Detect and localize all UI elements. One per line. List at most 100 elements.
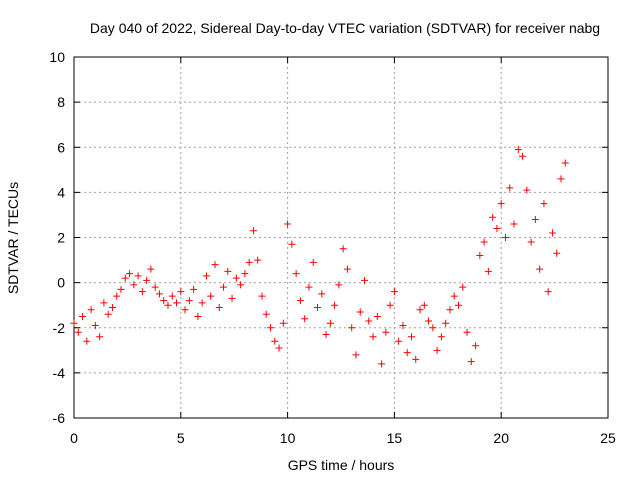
y-tick-label: -6	[53, 410, 66, 426]
data-point	[322, 331, 330, 339]
data-point	[489, 213, 497, 221]
data-point	[207, 292, 215, 300]
data-point	[429, 324, 437, 332]
y-axis-label: SDTVAR / TECUs	[5, 182, 21, 294]
data-point	[343, 265, 351, 273]
data-point	[292, 270, 300, 278]
data-point	[373, 312, 381, 320]
data-point	[407, 333, 415, 341]
data-point	[138, 288, 146, 296]
axis-ticks	[73, 56, 609, 419]
data-point	[241, 270, 249, 278]
data-point	[403, 349, 411, 357]
data-point	[544, 288, 552, 296]
data-point	[536, 265, 544, 273]
data-point	[275, 344, 283, 352]
data-point	[113, 292, 121, 300]
data-point	[121, 274, 129, 282]
y-tick-label: 4	[57, 184, 65, 200]
data-point	[527, 238, 535, 246]
data-point	[348, 324, 356, 332]
data-point	[433, 346, 441, 354]
data-point	[463, 328, 471, 336]
data-point	[237, 281, 245, 289]
data-point	[143, 276, 151, 284]
data-point	[194, 312, 202, 320]
y-tick-label: 8	[57, 94, 65, 110]
data-point	[117, 285, 125, 293]
data-point	[454, 301, 462, 309]
data-point	[459, 283, 467, 291]
data-point	[190, 285, 198, 293]
data-point	[382, 328, 390, 336]
data-point	[446, 306, 454, 314]
data-point	[425, 317, 433, 325]
data-point	[262, 310, 270, 318]
x-tick-label: 15	[387, 430, 403, 446]
data-point	[484, 267, 492, 275]
y-tick-label: 10	[49, 49, 65, 65]
data-point	[501, 234, 509, 241]
data-point	[228, 294, 236, 302]
data-point	[301, 315, 309, 323]
data-point	[224, 267, 232, 275]
data-point	[79, 312, 87, 320]
data-point	[514, 146, 522, 154]
data-point	[74, 328, 82, 336]
data-point	[386, 301, 394, 309]
x-tick-label: 20	[493, 430, 509, 446]
data-point	[360, 276, 368, 284]
data-point	[399, 321, 407, 329]
data-point	[523, 186, 531, 194]
y-tick-label: -2	[53, 320, 66, 336]
data-point	[164, 301, 172, 309]
data-point	[202, 272, 210, 280]
data-point	[352, 351, 360, 359]
data-point	[87, 306, 95, 314]
y-tick-label: 6	[57, 139, 65, 155]
data-point	[215, 303, 223, 311]
data-point	[497, 200, 505, 208]
x-tick-label: 25	[600, 430, 616, 446]
data-point	[258, 292, 266, 300]
data-point	[476, 252, 484, 260]
data-point	[147, 265, 155, 273]
data-point	[416, 306, 424, 314]
data-point	[331, 301, 339, 309]
data-point	[173, 299, 181, 307]
tick-labels: 0 5 10 15 20 25 -6 -4 -2 0 2 4 6 8 10	[49, 49, 616, 446]
data-point	[279, 319, 287, 327]
data-point	[254, 256, 262, 264]
data-point	[450, 292, 458, 300]
data-point	[318, 290, 326, 298]
x-tick-label: 0	[70, 430, 78, 446]
data-point	[557, 175, 565, 183]
data-point	[185, 297, 193, 305]
data-point	[420, 301, 428, 309]
data-point	[271, 337, 279, 345]
data-point	[540, 200, 548, 208]
data-point	[467, 358, 475, 366]
data-point	[305, 283, 313, 291]
data-point	[356, 308, 364, 316]
data-point	[309, 258, 317, 266]
data-point	[378, 360, 386, 368]
data-point	[134, 272, 142, 280]
data-point	[177, 288, 185, 296]
x-axis-label: GPS time / hours	[288, 457, 395, 473]
data-point	[100, 299, 108, 307]
y-tick-label: 2	[57, 230, 65, 246]
data-point	[365, 317, 373, 325]
data-point	[472, 342, 480, 350]
data-point	[339, 245, 347, 253]
data-point	[561, 159, 569, 167]
data-point	[181, 306, 189, 314]
data-point	[412, 355, 420, 363]
data-point	[96, 333, 104, 341]
data-point	[70, 319, 78, 327]
data-point	[326, 319, 334, 327]
data-point	[198, 299, 206, 307]
data-point	[160, 297, 168, 305]
data-point	[437, 333, 445, 341]
